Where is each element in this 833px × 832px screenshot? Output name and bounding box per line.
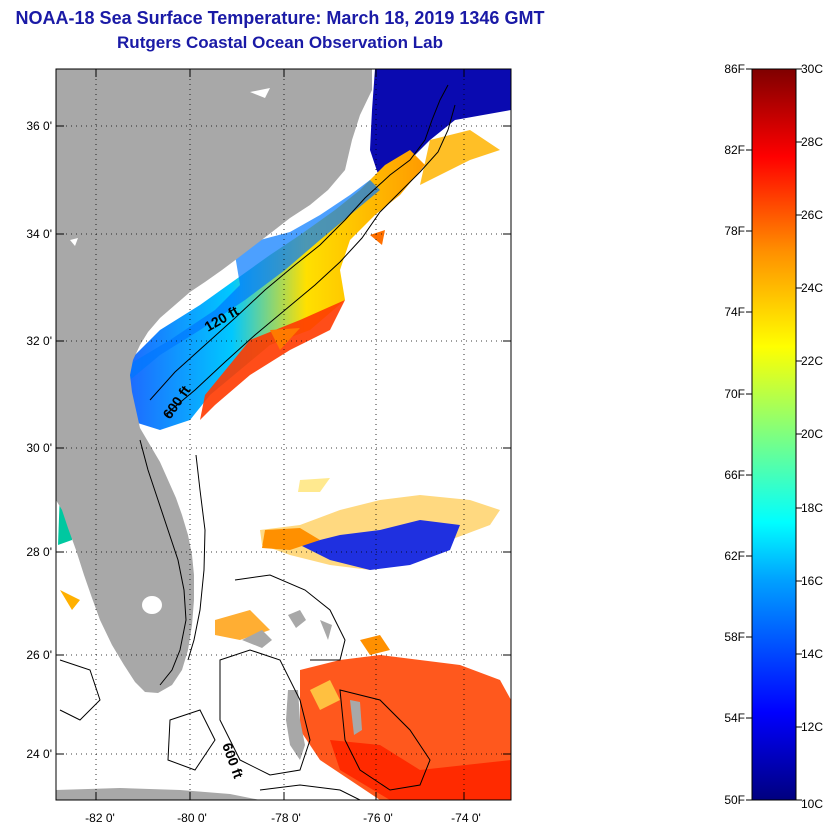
lat-label-24: 24 0' [26,747,52,761]
map-title: NOAA-18 Sea Surface Temperature: March 1… [15,8,545,28]
lat-label-32: 32 0' [26,334,52,348]
lat-label-34: 34 0' [26,227,52,241]
lon-label-78: -78 0' [271,811,301,825]
lon-label-74: -74 0' [451,811,481,825]
f-label-54: 54F [724,711,745,725]
c-label-24: 24C [801,281,823,295]
lat-label-26: 26 0' [26,648,52,662]
lon-label-82: -82 0' [85,811,115,825]
map-ticks [56,69,511,800]
c-label-16: 16C [801,574,823,588]
c-label-10: 10C [801,797,823,811]
colorbar: 86F 82F 78F 74F 70F 66F 62F 58F 54F 50F … [724,62,823,811]
sst-data-layer [58,69,511,800]
colorbar-fahrenheit-labels: 86F 82F 78F 74F 70F 66F 62F 58F 54F 50F [724,62,745,807]
f-label-50: 50F [724,793,745,807]
lat-label-28: 28 0' [26,545,52,559]
colorbar-ticks [746,68,802,801]
lon-label-80: -80 0' [177,811,207,825]
map-subtitle: Rutgers Coastal Ocean Observation Lab [117,33,443,52]
f-label-70: 70F [724,387,745,401]
f-label-82: 82F [724,143,745,157]
c-label-18: 18C [801,501,823,515]
f-label-86: 86F [724,62,745,76]
f-label-66: 66F [724,468,745,482]
f-label-62: 62F [724,549,745,563]
latitude-labels: 36 0' 34 0' 32 0' 30 0' 28 0' 26 0' 24 0… [26,119,52,761]
lat-label-36: 36 0' [26,119,52,133]
f-label-78: 78F [724,224,745,238]
inland-water [70,88,270,614]
colorbar-celsius-labels: 30C 28C 26C 24C 22C 20C 18C 16C 14C 12C … [801,62,823,811]
f-label-74: 74F [724,305,745,319]
c-label-14: 14C [801,647,823,661]
c-label-20: 20C [801,427,823,441]
f-label-58: 58F [724,630,745,644]
graticule [56,69,511,800]
c-label-22: 22C [801,354,823,368]
c-label-12: 12C [801,720,823,734]
lon-label-76: -76 0' [363,811,393,825]
c-label-30: 30C [801,62,823,76]
c-label-28: 28C [801,135,823,149]
land-layer [56,69,372,800]
c-label-26: 26C [801,208,823,222]
colorbar-gradient [751,68,797,801]
lat-label-30: 30 0' [26,441,52,455]
longitude-labels: -82 0' -80 0' -78 0' -76 0' -74 0' [85,811,481,825]
bathymetry-contours [59,84,456,800]
